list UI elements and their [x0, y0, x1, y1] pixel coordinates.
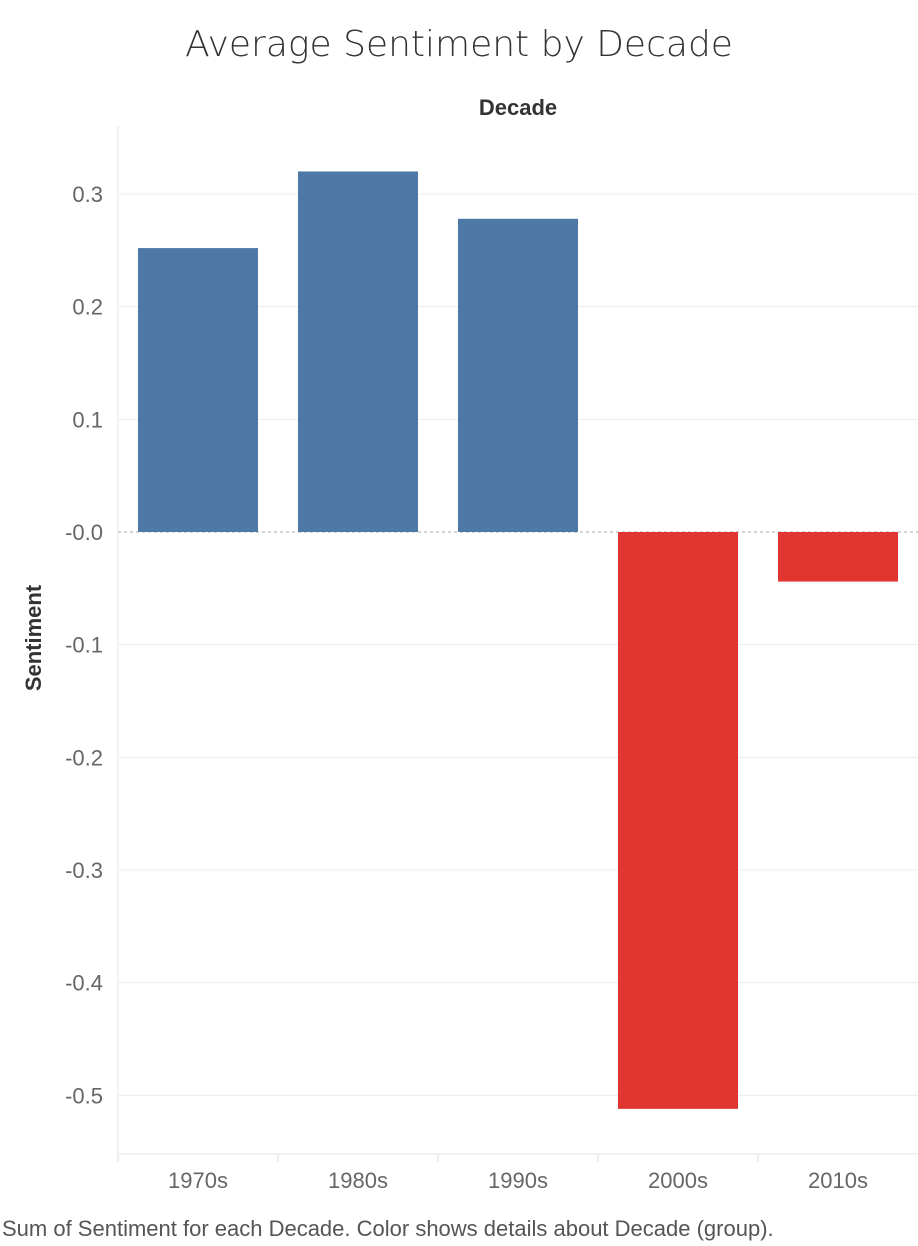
- chart-title: Average Sentiment by Decade: [185, 24, 733, 65]
- y-axis-label: Sentiment: [21, 584, 46, 691]
- bar-2000s: [618, 532, 738, 1109]
- axes: [117, 126, 918, 1162]
- x-tick-label: 1980s: [328, 1168, 388, 1193]
- x-tick-label: 1970s: [168, 1168, 228, 1193]
- bars: [138, 171, 898, 1109]
- y-tick-labels: 0.3 0.2 0.1 -0.0 -0.1 -0.2 -0.3 -0.4 -0.5: [65, 182, 103, 1108]
- x-tick-label: 2000s: [648, 1168, 708, 1193]
- chart-caption: Sum of Sentiment for each Decade. Color …: [2, 1216, 774, 1241]
- y-tick-label: 0.3: [72, 182, 103, 207]
- x-tick-label: 2010s: [808, 1168, 868, 1193]
- y-tick-label: -0.3: [65, 858, 103, 883]
- y-tick-label: -0.4: [65, 971, 103, 996]
- bar-1970s: [138, 248, 258, 532]
- y-tick-label: -0.1: [65, 633, 103, 658]
- y-tick-label: -0.0: [65, 520, 103, 545]
- y-tick-label: 0.2: [72, 295, 103, 320]
- bar-2010s: [778, 532, 898, 582]
- column-header: Decade: [479, 95, 557, 120]
- y-tick-label: 0.1: [72, 407, 103, 432]
- x-tick-label: 1990s: [488, 1168, 548, 1193]
- y-tick-label: -0.2: [65, 745, 103, 770]
- bar-1980s: [298, 171, 418, 532]
- bar-1990s: [458, 218, 578, 532]
- y-tick-label: -0.5: [65, 1083, 103, 1108]
- x-tick-labels: 1970s 1980s 1990s 2000s 2010s: [168, 1168, 868, 1193]
